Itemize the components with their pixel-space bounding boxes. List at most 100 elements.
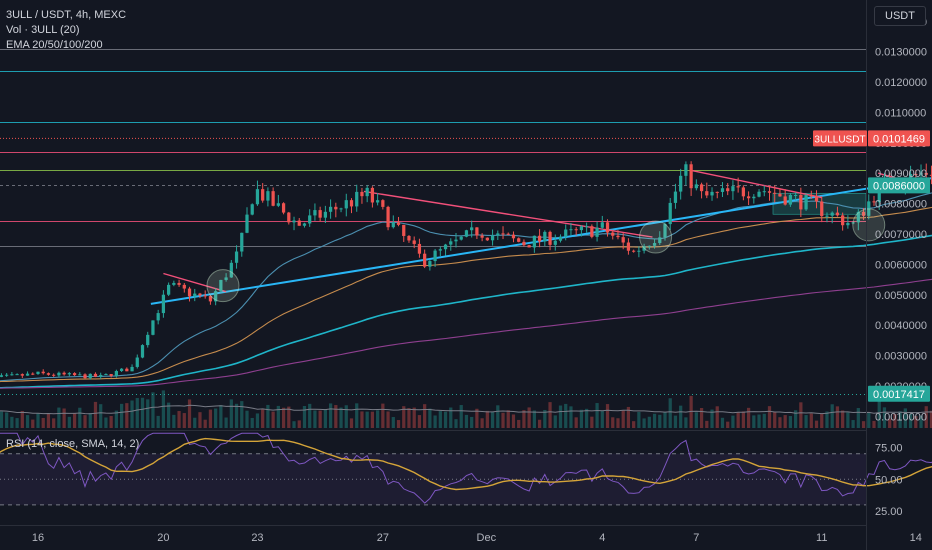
candle (741, 185, 745, 201)
candle-body (496, 233, 500, 236)
ema-50-line (0, 206, 932, 383)
candle (799, 187, 803, 217)
price-axis-label: 0.0030000 (875, 351, 927, 363)
candle (825, 212, 829, 223)
candle-body (104, 373, 108, 375)
candle (658, 231, 662, 245)
candle-body (480, 235, 484, 238)
currency-button[interactable]: USDT (874, 6, 926, 26)
time-axis-label: 11 (816, 532, 827, 544)
candle-body (600, 222, 604, 228)
candle (841, 212, 845, 231)
candle (323, 205, 327, 224)
candle (0, 373, 4, 378)
symbol-title[interactable]: 3ULL / USDT, 4h, MEXC (6, 9, 127, 21)
candle (767, 185, 772, 201)
candle (762, 185, 766, 197)
volume-bar (198, 412, 202, 428)
candle (114, 369, 118, 378)
candle-body (679, 175, 683, 192)
candle (318, 206, 322, 222)
volume-bar (5, 412, 9, 428)
candle (130, 364, 134, 372)
candle (611, 229, 615, 240)
candle (276, 194, 280, 208)
price-axis-label: 0.0110000 (875, 107, 926, 119)
price-axis-label: 0.0010000 (875, 411, 927, 423)
candle-body (146, 334, 150, 346)
candle (464, 229, 469, 238)
volume-bar (31, 419, 35, 428)
candle (443, 243, 448, 256)
volume-indicator-label[interactable]: Vol · 3ULL (20) (6, 24, 80, 36)
rsi-indicator-label[interactable]: RSI (14, close, SMA, 14, 2) (6, 438, 140, 450)
volume-bar (355, 403, 359, 428)
candle-body (548, 231, 552, 245)
candle-body (637, 250, 641, 252)
candle-body (794, 194, 798, 196)
volume-bar (297, 420, 301, 428)
ema-indicator-label[interactable]: EMA 20/50/100/200 (6, 39, 103, 51)
volume-bar (470, 416, 474, 428)
candle-body (574, 229, 578, 231)
volume-bar (919, 415, 923, 428)
candle (140, 344, 145, 359)
candle (266, 187, 270, 207)
candle-body (396, 222, 401, 225)
volume-bar (119, 403, 124, 428)
candle-body (151, 320, 155, 335)
candle-body (417, 243, 422, 254)
candle (208, 295, 213, 305)
candle (548, 230, 552, 251)
candle (365, 185, 369, 203)
volume-bar (234, 403, 239, 428)
candle (642, 243, 646, 254)
candle (433, 248, 437, 267)
volume-bar (699, 408, 704, 428)
candle-body (360, 191, 364, 197)
candle-body (835, 212, 840, 216)
volume-bar (146, 399, 150, 428)
time-axis-label: 23 (251, 532, 263, 544)
candle-body (167, 284, 171, 295)
candle (673, 183, 678, 209)
volume-bar (276, 405, 280, 428)
candle (417, 238, 422, 258)
volume-bar (861, 421, 866, 428)
candle-body (376, 200, 380, 203)
candle-body (490, 235, 495, 241)
candle (506, 232, 510, 236)
volume-bar (710, 409, 714, 428)
candle (297, 218, 301, 226)
candle-body (302, 223, 307, 226)
candle-body (130, 366, 134, 372)
volume-bar (731, 415, 735, 428)
volume-bar (908, 413, 913, 428)
volume-bar (558, 405, 563, 428)
volume-bar (93, 401, 98, 428)
candle-body (856, 211, 860, 223)
candle-body (699, 184, 704, 192)
volume-bar (804, 415, 808, 428)
volume-bar (762, 413, 766, 428)
candle-body (193, 293, 197, 297)
price-axis-label: 0.0130000 (875, 47, 927, 59)
candle (820, 196, 824, 223)
candle (663, 222, 667, 241)
volume-bar (125, 403, 129, 428)
candle-body (412, 240, 416, 244)
candle (240, 232, 244, 257)
time-axis-label: 7 (693, 532, 699, 544)
candle-body (349, 200, 354, 207)
candle (699, 182, 704, 199)
candle (522, 239, 526, 247)
volume-bar (449, 407, 453, 428)
volume-bar (679, 405, 683, 428)
candle-body (156, 313, 160, 321)
candle-body (668, 202, 672, 225)
candle (438, 246, 442, 257)
candle (104, 373, 108, 375)
candle-body (731, 186, 735, 192)
candle-body (861, 211, 866, 216)
